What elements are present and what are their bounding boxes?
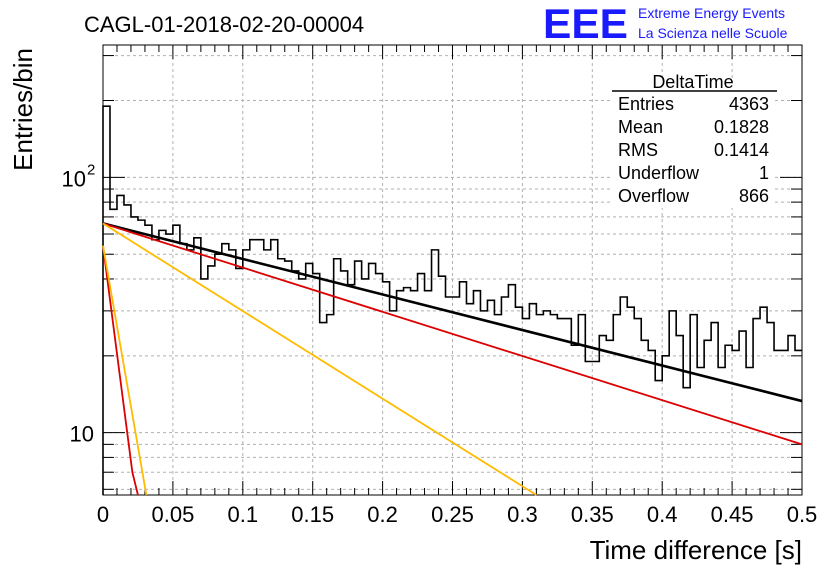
histogram [102, 105, 802, 495]
x-tick-label: 0.35 [571, 502, 614, 527]
x-tick-label: 0.4 [647, 502, 678, 527]
stats-box: DeltaTime Entries 4363 Mean 0.1828 RMS 0.1414… [612, 72, 777, 208]
stats-row-value: 0.1828 [714, 117, 769, 137]
axis-ticks [102, 45, 803, 495]
x-axis-label: Time difference [s] [590, 535, 802, 565]
x-tick-label: 0.25 [431, 502, 474, 527]
y-tick-label-exponent: 2 [87, 161, 95, 178]
x-tick-label: 0.1 [228, 502, 259, 527]
x-tick-label: 0.15 [291, 502, 334, 527]
y-axis-label: Entries/bin [8, 48, 38, 171]
x-tick-label: 0.45 [711, 502, 754, 527]
grid-lines [103, 45, 802, 495]
stats-box-rows: Entries 4363 Mean 0.1828 RMS 0.1414 Underflow 1… [618, 94, 769, 206]
stats-row-label: Overflow [618, 186, 690, 206]
stats-row-label: RMS [618, 140, 658, 160]
stats-box-title: DeltaTime [652, 72, 733, 92]
x-tick-label: 0.05 [151, 502, 194, 527]
histogram-outline [102, 105, 802, 495]
stats-row-value: 0.1414 [714, 140, 769, 160]
stats-row-value: 866 [739, 186, 769, 206]
stats-row-label: Underflow [618, 163, 700, 183]
chart-title: CAGL-01-2018-02-20-00004 [84, 12, 364, 37]
y-tick-label: 10 [62, 166, 86, 191]
x-tick-labels: 0 0.05 0.1 0.15 0.2 0.25 0.3 0.35 0.4 0.45 0.5 [97, 502, 817, 527]
fit-curve-4 [102, 245, 139, 496]
x-tick-label: 0.2 [367, 502, 398, 527]
stats-box-background [612, 78, 775, 208]
fit-curve-3 [102, 222, 537, 496]
fit-curve-5 [102, 245, 148, 496]
x-tick-label: 0.3 [507, 502, 538, 527]
stats-row-value: 4363 [729, 94, 769, 114]
x-tick-label: 0 [97, 502, 109, 527]
x-tick-label: 0.5 [787, 502, 818, 527]
stats-row-label: Entries [618, 94, 674, 114]
stats-row-value: 1 [759, 163, 769, 183]
stats-row-label: Mean [618, 117, 663, 137]
eee-logo-mark: EEE [543, 0, 628, 47]
eee-logo-line2: La Scienza nelle Scuole [638, 25, 788, 41]
y-tick-label: 10 [70, 422, 94, 447]
fit-curve-1 [102, 222, 803, 403]
fit-curves [102, 222, 803, 496]
fit-curve-2 [102, 222, 803, 446]
eee-logo-line1: Extreme Energy Events [638, 5, 785, 21]
